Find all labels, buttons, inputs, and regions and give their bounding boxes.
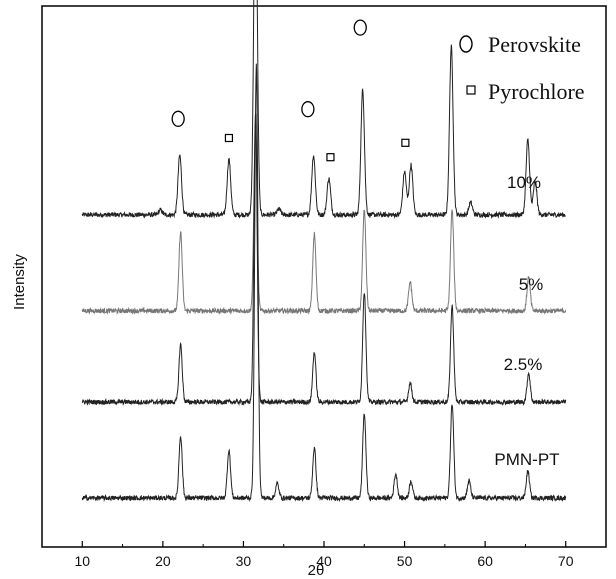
legend-entry-perovskite: Perovskite [459, 32, 581, 57]
legend-label-pyrochlore: Pyrochlore [488, 79, 585, 104]
legend-entry-pyrochlore: Pyrochlore [466, 79, 585, 104]
series-layer [81, 0, 567, 503]
pyrochlore-square-icon [466, 85, 476, 95]
series-line-2 [81, 113, 567, 407]
x-tick-label: 10 [74, 553, 90, 569]
x-tick-label: 70 [558, 553, 574, 569]
perovskite-circle-icon [459, 35, 473, 53]
series-label-3: PMN-PT [494, 450, 559, 469]
x-tick-label: 40 [316, 553, 332, 569]
perovskite-marker-0 [171, 110, 185, 127]
y-axis-label: Intensity [11, 254, 28, 310]
x-tick-label: 60 [477, 553, 493, 569]
series-line-0 [81, 0, 567, 220]
x-axis-label: 2θ [308, 562, 325, 579]
x-tick-label: 50 [397, 553, 413, 569]
peak-annotations [171, 19, 410, 162]
perovskite-marker-5 [353, 19, 367, 36]
x-axis-ticks: 10 20 30 40 50 60 70 [74, 541, 574, 569]
perovskite-marker-3 [301, 101, 315, 118]
pyrochlore-marker-4 [326, 153, 335, 162]
x-tick-label: 20 [155, 553, 171, 569]
pyrochlore-marker-6 [401, 138, 410, 147]
series-label-2: 2.5% [504, 355, 543, 374]
series-line-3 [81, 63, 567, 503]
legend: Perovskite Pyrochlore [459, 32, 585, 104]
x-tick-label: 30 [236, 553, 252, 569]
pyrochlore-marker-1 [224, 133, 234, 143]
series-line-1 [81, 122, 567, 316]
legend-label-perovskite: Perovskite [488, 32, 581, 57]
series-labels: 10% 5% 2.5% PMN-PT [494, 173, 559, 469]
series-label-1: 5% [519, 275, 544, 294]
series-label-0: 10% [507, 173, 541, 192]
